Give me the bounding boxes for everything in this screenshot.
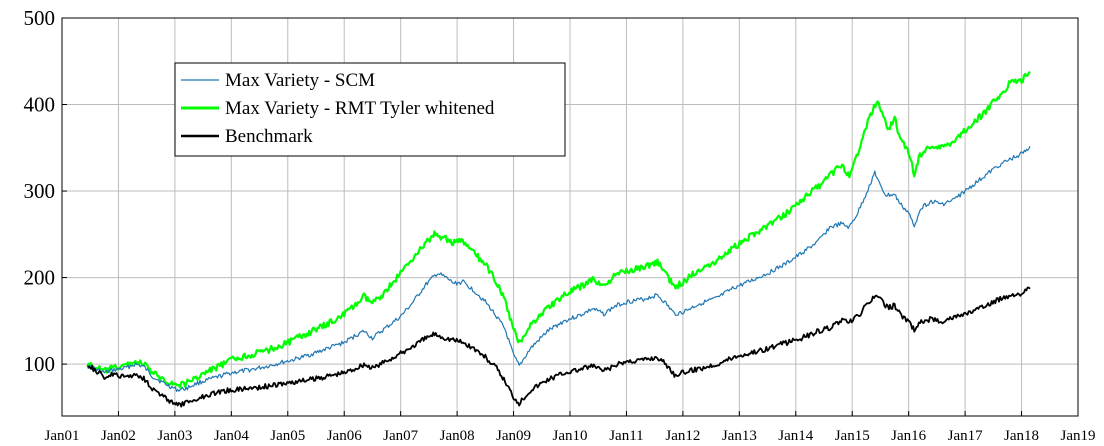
x-tick-label: Jan04	[214, 428, 249, 444]
x-tick-label: Jan17	[948, 428, 983, 444]
y-tick-label: 400	[24, 93, 56, 117]
series-line-1	[87, 145, 1031, 392]
x-tick-label: Jan15	[835, 428, 870, 444]
series-layer	[86, 70, 1031, 408]
y-tick-label: 300	[24, 179, 56, 203]
x-tick-label: Jan19	[1061, 428, 1096, 444]
x-tick-label: Jan12	[665, 428, 700, 444]
legend: Max Variety - SCM Max Variety - RMT Tyler…	[174, 62, 566, 157]
x-tick-label: Jan10	[553, 428, 588, 444]
x-tick-label: Jan07	[383, 428, 418, 444]
x-tick-label: Jan18	[1004, 428, 1039, 444]
x-tick-label: Jan14	[778, 428, 813, 444]
legend-box	[174, 62, 566, 157]
x-tick-label: Jan16	[891, 428, 926, 444]
x-tick-label: Jan03	[157, 428, 192, 444]
x-tick-label: Jan02	[101, 428, 136, 444]
x-tick-label: Jan06	[327, 428, 362, 444]
x-tick-label: Jan09	[496, 428, 531, 444]
y-tick-label: 100	[24, 352, 56, 376]
legend-label-2: Max Variety - RMT Tyler whitened	[225, 98, 495, 119]
legend-label-1: Max Variety - SCM	[225, 70, 375, 91]
x-axis-ticks: Jan01 Jan02 Jan03 Jan04 Jan05 Jan06 Jan07 Jan08…	[45, 411, 1096, 444]
x-tick-label: Jan01	[45, 428, 80, 444]
x-tick-label: Jan08	[440, 428, 475, 444]
x-tick-label: Jan13	[722, 428, 757, 444]
series-line-2	[86, 70, 1031, 389]
y-tick-label: 500	[24, 6, 56, 30]
legend-label-3: Benchmark	[225, 126, 313, 147]
x-tick-label: Jan05	[270, 428, 305, 444]
y-axis-ticks: 100 200 300 400 500	[24, 6, 67, 376]
x-tick-label: Jan11	[609, 428, 643, 444]
y-tick-label: 200	[24, 266, 56, 290]
series-line-3	[87, 286, 1031, 408]
